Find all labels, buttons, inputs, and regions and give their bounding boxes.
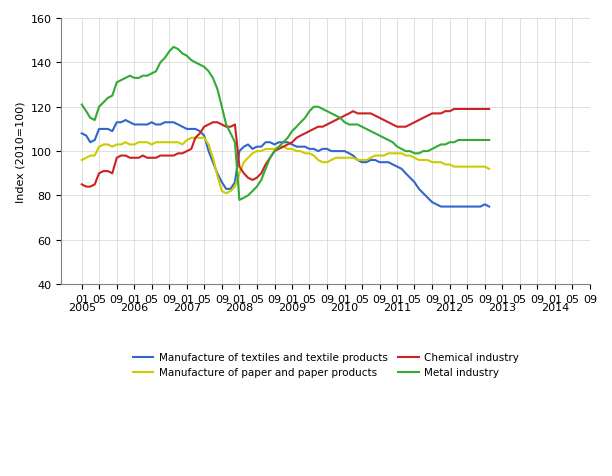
Text: 2005: 2005 xyxy=(68,302,96,312)
Text: 2013: 2013 xyxy=(488,302,517,312)
Text: 2011: 2011 xyxy=(383,302,411,312)
Text: 2009: 2009 xyxy=(278,302,306,312)
Text: 2012: 2012 xyxy=(436,302,464,312)
Text: 2014: 2014 xyxy=(541,302,569,312)
Y-axis label: Index (2010=100): Index (2010=100) xyxy=(15,101,25,202)
Text: 2007: 2007 xyxy=(173,302,201,312)
Text: 2008: 2008 xyxy=(225,302,253,312)
Text: 2010: 2010 xyxy=(330,302,359,312)
Text: 2006: 2006 xyxy=(120,302,148,312)
Legend: Manufacture of textiles and textile products, Manufacture of paper and paper pro: Manufacture of textiles and textile prod… xyxy=(129,348,523,382)
